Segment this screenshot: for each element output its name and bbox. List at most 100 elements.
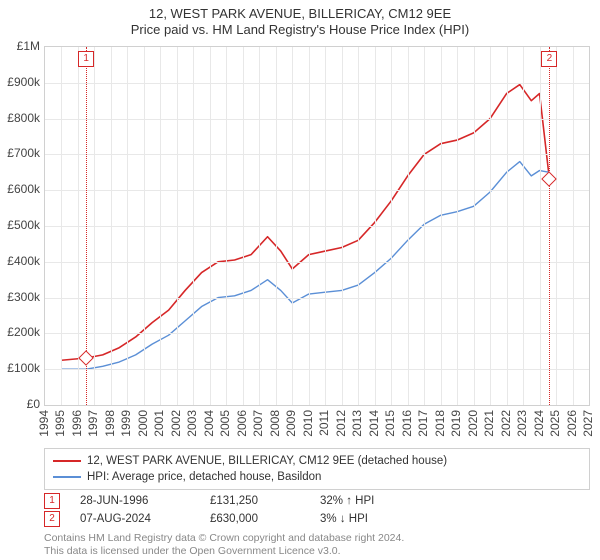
x-tick-label: 2015 bbox=[383, 410, 397, 437]
legend-item: 12, WEST PARK AVENUE, BILLERICAY, CM12 9… bbox=[53, 453, 581, 469]
y-tick-label: £100k bbox=[0, 361, 40, 375]
gridline-v bbox=[193, 47, 194, 405]
series-property bbox=[61, 85, 549, 361]
gridline-v bbox=[391, 47, 392, 405]
y-tick-label: £900k bbox=[0, 75, 40, 89]
event-row-marker: 2 bbox=[44, 511, 60, 527]
y-tick-label: £300k bbox=[0, 290, 40, 304]
gridline-v bbox=[325, 47, 326, 405]
x-tick-label: 2016 bbox=[400, 410, 414, 437]
x-tick-label: 2014 bbox=[367, 410, 381, 437]
legend-swatch bbox=[53, 476, 81, 478]
event-guideline bbox=[549, 47, 550, 405]
x-tick-label: 2012 bbox=[334, 410, 348, 437]
x-tick-label: 2010 bbox=[301, 410, 315, 437]
x-tick-label: 2000 bbox=[136, 410, 150, 437]
x-tick-label: 2004 bbox=[202, 410, 216, 437]
gridline-v bbox=[457, 47, 458, 405]
gridline-v bbox=[556, 47, 557, 405]
legend: 12, WEST PARK AVENUE, BILLERICAY, CM12 9… bbox=[44, 448, 590, 490]
footnote-line1: Contains HM Land Registry data © Crown c… bbox=[44, 532, 404, 544]
chart-container: 12, WEST PARK AVENUE, BILLERICAY, CM12 9… bbox=[0, 0, 600, 560]
gridline-v bbox=[292, 47, 293, 405]
event-price: £131,250 bbox=[210, 495, 320, 507]
x-tick-label: 2013 bbox=[350, 410, 364, 437]
gridline-v bbox=[375, 47, 376, 405]
x-tick-label: 2005 bbox=[218, 410, 232, 437]
event-delta: 32% ↑ HPI bbox=[320, 495, 440, 507]
gridline-v bbox=[243, 47, 244, 405]
gridline-v bbox=[408, 47, 409, 405]
x-tick-label: 1997 bbox=[86, 410, 100, 437]
gridline-v bbox=[490, 47, 491, 405]
x-tick-label: 2011 bbox=[317, 410, 331, 436]
x-tick-label: 2019 bbox=[449, 410, 463, 437]
gridline-v bbox=[144, 47, 145, 405]
x-tick-label: 1999 bbox=[119, 410, 133, 437]
x-tick-label: 1994 bbox=[37, 410, 51, 437]
legend-swatch bbox=[53, 460, 81, 462]
gridline-v bbox=[540, 47, 541, 405]
y-tick-label: £500k bbox=[0, 218, 40, 232]
x-tick-label: 2021 bbox=[482, 410, 496, 437]
gridline-v bbox=[259, 47, 260, 405]
gridline-v bbox=[507, 47, 508, 405]
x-tick-label: 2018 bbox=[433, 410, 447, 437]
x-tick-label: 2025 bbox=[548, 410, 562, 437]
x-tick-label: 2006 bbox=[235, 410, 249, 437]
event-row: 1 28-JUN-1996£131,25032% ↑ HPI bbox=[44, 492, 590, 510]
gridline-v bbox=[424, 47, 425, 405]
event-row-marker: 1 bbox=[44, 493, 60, 509]
x-tick-label: 2027 bbox=[581, 410, 595, 437]
x-tick-label: 2026 bbox=[565, 410, 579, 437]
gridline-v bbox=[309, 47, 310, 405]
gridline-v bbox=[276, 47, 277, 405]
y-tick-label: £700k bbox=[0, 146, 40, 160]
y-tick-label: £400k bbox=[0, 254, 40, 268]
footnote-line2: This data is licensed under the Open Gov… bbox=[44, 545, 341, 557]
gridline-v bbox=[177, 47, 178, 405]
gridline-v bbox=[111, 47, 112, 405]
gridline-v bbox=[342, 47, 343, 405]
gridline-v bbox=[61, 47, 62, 405]
gridline-v bbox=[127, 47, 128, 405]
event-row: 207-AUG-2024£630,0003% ↓ HPI bbox=[44, 510, 590, 528]
gridline-v bbox=[226, 47, 227, 405]
gridline-v bbox=[210, 47, 211, 405]
x-tick-label: 2023 bbox=[515, 410, 529, 437]
x-tick-label: 1995 bbox=[53, 410, 67, 437]
x-tick-label: 2017 bbox=[416, 410, 430, 437]
x-tick-label: 2008 bbox=[268, 410, 282, 437]
x-tick-label: 2009 bbox=[284, 410, 298, 437]
y-tick-label: £1M bbox=[0, 39, 40, 53]
title-block: 12, WEST PARK AVENUE, BILLERICAY, CM12 9… bbox=[0, 0, 600, 37]
gridline-v bbox=[523, 47, 524, 405]
x-tick-label: 2020 bbox=[466, 410, 480, 437]
event-date: 28-JUN-1996 bbox=[80, 495, 210, 507]
gridline-v bbox=[160, 47, 161, 405]
gridline-v bbox=[474, 47, 475, 405]
events-table: 1 28-JUN-1996£131,25032% ↑ HPI 2 07-AUG-202… bbox=[44, 492, 590, 528]
event-date: 07-AUG-2024 bbox=[80, 513, 210, 525]
y-tick-label: £0 bbox=[0, 397, 40, 411]
legend-item: HPI: Average price, detached house, Basi… bbox=[53, 469, 581, 485]
gridline-v bbox=[573, 47, 574, 405]
gridline-v bbox=[94, 47, 95, 405]
plot-area: 12 bbox=[44, 46, 590, 406]
x-tick-label: 2003 bbox=[185, 410, 199, 437]
x-tick-label: 1996 bbox=[70, 410, 84, 437]
gridline-v bbox=[441, 47, 442, 405]
x-tick-label: 2007 bbox=[251, 410, 265, 437]
event-price: £630,000 bbox=[210, 513, 320, 525]
x-tick-label: 2022 bbox=[499, 410, 513, 437]
legend-label: 12, WEST PARK AVENUE, BILLERICAY, CM12 9… bbox=[87, 455, 447, 467]
gridline-v bbox=[358, 47, 359, 405]
gridline-v bbox=[78, 47, 79, 405]
x-tick-label: 2002 bbox=[169, 410, 183, 437]
footnote: Contains HM Land Registry data © Crown c… bbox=[44, 532, 590, 558]
y-tick-label: £600k bbox=[0, 182, 40, 196]
event-marker-1: 1 bbox=[78, 51, 94, 67]
chart-subtitle: Price paid vs. HM Land Registry's House … bbox=[0, 22, 600, 37]
chart-title: 12, WEST PARK AVENUE, BILLERICAY, CM12 9… bbox=[0, 6, 600, 21]
y-tick-label: £800k bbox=[0, 111, 40, 125]
